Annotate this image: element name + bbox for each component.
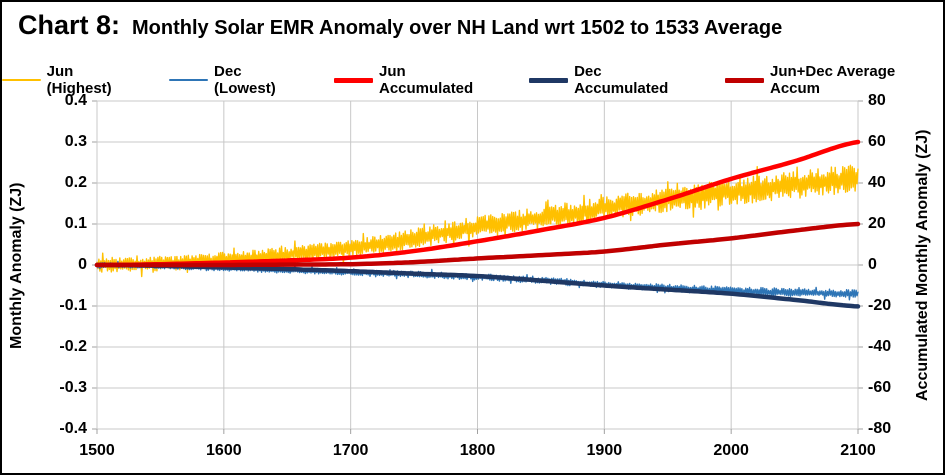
y-axis-tick-label-right: 60 <box>868 133 886 150</box>
chart-header: Chart 8: Monthly Solar EMR Anomaly over … <box>18 10 782 41</box>
y-axis-tick-label-left: -0.2 <box>59 338 87 355</box>
x-axis-tick-label: 2100 <box>840 442 876 459</box>
legend-label: Jun (Highest) <box>46 63 112 97</box>
legend-line-swatch <box>169 78 209 82</box>
y-axis-tick-label-right: -20 <box>868 297 892 314</box>
y-axis-tick-label-right: -80 <box>868 420 892 437</box>
x-axis-tick-label: 1900 <box>586 442 623 459</box>
legend-label: Dec Accumulated <box>574 63 669 97</box>
y-axis-tick-label-right: -60 <box>868 379 892 396</box>
x-axis-tick-label: 1800 <box>459 442 496 459</box>
legend-line-swatch <box>529 77 569 83</box>
chart-title: Monthly Solar EMR Anomaly over NH Land w… <box>132 17 783 39</box>
legend-item[interactable]: Dec Accumulated <box>529 63 695 97</box>
y-axis-tick-label-right: 40 <box>868 174 886 191</box>
series-jun-accumulated <box>94 139 861 268</box>
legend-line-swatch <box>334 77 373 83</box>
legend-item[interactable]: Jun+Dec Average Accum <box>725 63 943 97</box>
legend-line-swatch <box>2 78 41 82</box>
y-axis-tick-label-right: 20 <box>868 215 886 232</box>
right-axis-title: Accumulated Monthly Anomaly (ZJ) <box>914 129 931 402</box>
y-axis-tick-label-left: 0.1 <box>64 215 87 232</box>
series-jun-dec-average-accum <box>94 221 861 268</box>
y-axis-tick-label-left: 0 <box>78 256 87 273</box>
legend-line-swatch <box>725 77 764 83</box>
series-dec-accumulated <box>94 262 861 309</box>
chart-number-label: Chart 8: <box>18 10 121 40</box>
y-axis-tick-label-left: -0.1 <box>59 297 87 314</box>
y-axis-tick-label-left: 0.3 <box>64 133 87 150</box>
series-jun-highest <box>96 164 859 278</box>
legend-item[interactable]: Dec (Lowest) <box>169 63 304 97</box>
x-axis-tick-label: 2000 <box>713 442 749 459</box>
legend-label: Jun+Dec Average Accum <box>770 63 896 97</box>
legend-label: Jun Accumulated <box>379 63 474 97</box>
y-axis-tick-label-left: 0.2 <box>64 174 87 191</box>
y-axis-tick-label-right: 80 <box>868 92 886 109</box>
y-axis-tick-label-right: 0 <box>868 256 877 273</box>
legend-item[interactable]: Jun Accumulated <box>334 63 499 97</box>
x-axis-tick-label: 1600 <box>206 442 242 459</box>
y-axis-tick-label-left: -0.3 <box>59 379 87 396</box>
y-axis-tick-label-left: 0.4 <box>64 92 87 109</box>
x-axis-tick-label: 1500 <box>79 442 115 459</box>
y-axis-tick-label-right: -40 <box>868 338 892 355</box>
legend-label: Dec (Lowest) <box>214 63 276 97</box>
x-axis-tick-label: 1700 <box>332 442 369 459</box>
legend: Jun (Highest) Dec (Lowest) Jun Accumulated… <box>2 63 943 97</box>
y-axis-tick-label-left: -0.4 <box>59 420 87 437</box>
legend-item[interactable]: Jun (Highest) <box>2 63 139 97</box>
